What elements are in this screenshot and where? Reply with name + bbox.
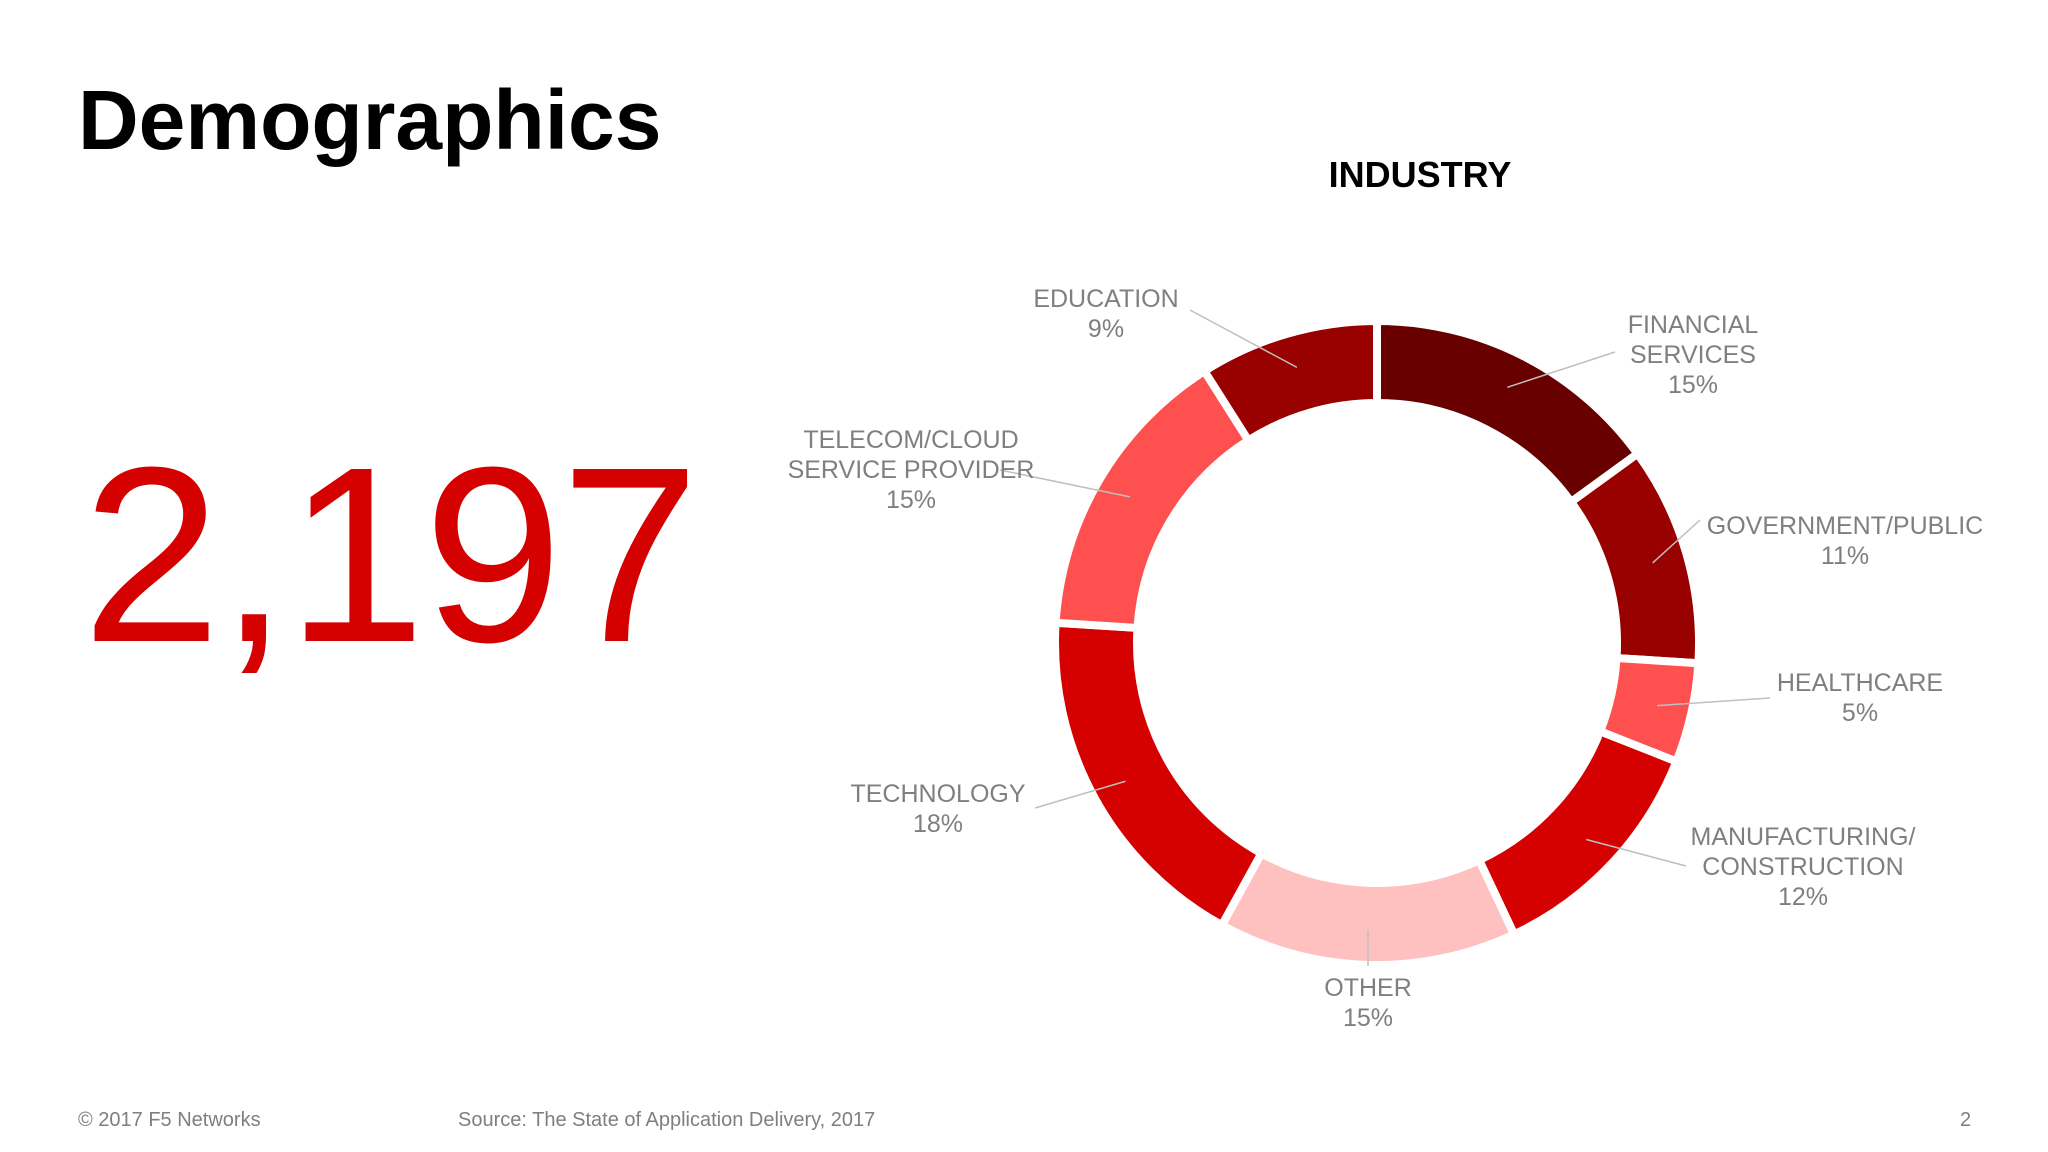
donut-slice-telecom-cloud-service-provider bbox=[1051, 365, 1254, 633]
slice-label-name: TELECOM/CLOUD bbox=[803, 426, 1019, 454]
leader-line bbox=[1034, 780, 1126, 809]
donut-slice-government-public bbox=[1565, 448, 1703, 668]
slice-label: FINANCIAL SERVICES 15% bbox=[1628, 310, 1759, 400]
slice-label-value: 18% bbox=[912, 810, 964, 838]
leader-line bbox=[1652, 519, 1701, 564]
slice-label-value: 9% bbox=[1087, 315, 1125, 343]
slice-label-value: 15% bbox=[885, 486, 937, 514]
slice-label: GOVERNMENT/PUBLIC 11% bbox=[1707, 511, 1983, 571]
slice-label-name: CONSTRUCTION bbox=[1702, 853, 1904, 881]
slice-label-value: 12% bbox=[1777, 883, 1829, 911]
slice-label: TELECOM/CLOUD SERVICE PROVIDER 15% bbox=[788, 425, 1035, 515]
slice-label-name: SERVICE PROVIDER bbox=[787, 456, 1035, 484]
footer-page-number: 2 bbox=[1960, 1109, 1972, 1131]
leader-line bbox=[1586, 838, 1687, 867]
slice-label-name: OTHER bbox=[1324, 974, 1412, 1002]
footer-copyright: © 2017 F5 Networks bbox=[78, 1109, 261, 1131]
slice-label-name: GOVERNMENT/PUBLIC bbox=[1706, 512, 1984, 540]
slice-label-name: EDUCATION bbox=[1033, 285, 1179, 313]
leader-line bbox=[1189, 309, 1298, 369]
slice-label-name: HEALTHCARE bbox=[1776, 669, 1944, 697]
leader-line bbox=[1657, 697, 1771, 707]
slice-label-value: 15% bbox=[1667, 371, 1719, 399]
leader-line bbox=[1507, 351, 1616, 388]
slice-label: EDUCATION 9% bbox=[1033, 284, 1178, 344]
donut-slice-financial-services bbox=[1373, 316, 1644, 508]
slice-label: OTHER 15% bbox=[1324, 973, 1412, 1033]
slide-title: Demographics bbox=[78, 73, 662, 167]
donut-slice-technology bbox=[1051, 618, 1267, 931]
slice-label-value: 11% bbox=[1820, 542, 1870, 570]
slice-label-name: SERVICES bbox=[1630, 341, 1756, 369]
slice-label-name: FINANCIAL bbox=[1627, 311, 1759, 339]
donut-slice-manufacturing-construction bbox=[1473, 726, 1682, 940]
slice-label: MANUFACTURING/CONSTRUCTION 12% bbox=[1691, 822, 1916, 912]
respondent-count: 2,197 bbox=[82, 415, 700, 694]
slice-label-value: 15% bbox=[1342, 1004, 1394, 1032]
donut-slice-education bbox=[1198, 316, 1381, 446]
chart-title: INDUSTRY bbox=[1328, 154, 1512, 195]
slice-label-value: 5% bbox=[1841, 699, 1879, 727]
slice-label: HEALTHCARE 5% bbox=[1777, 668, 1943, 728]
slice-label-name: TECHNOLOGY bbox=[850, 780, 1026, 808]
slice-label: TECHNOLOGY 18% bbox=[850, 779, 1025, 839]
leader-line bbox=[999, 469, 1131, 498]
footer-source: Source: The State of Application Deliver… bbox=[458, 1109, 876, 1131]
slice-label-name: MANUFACTURING/ bbox=[1690, 823, 1916, 851]
